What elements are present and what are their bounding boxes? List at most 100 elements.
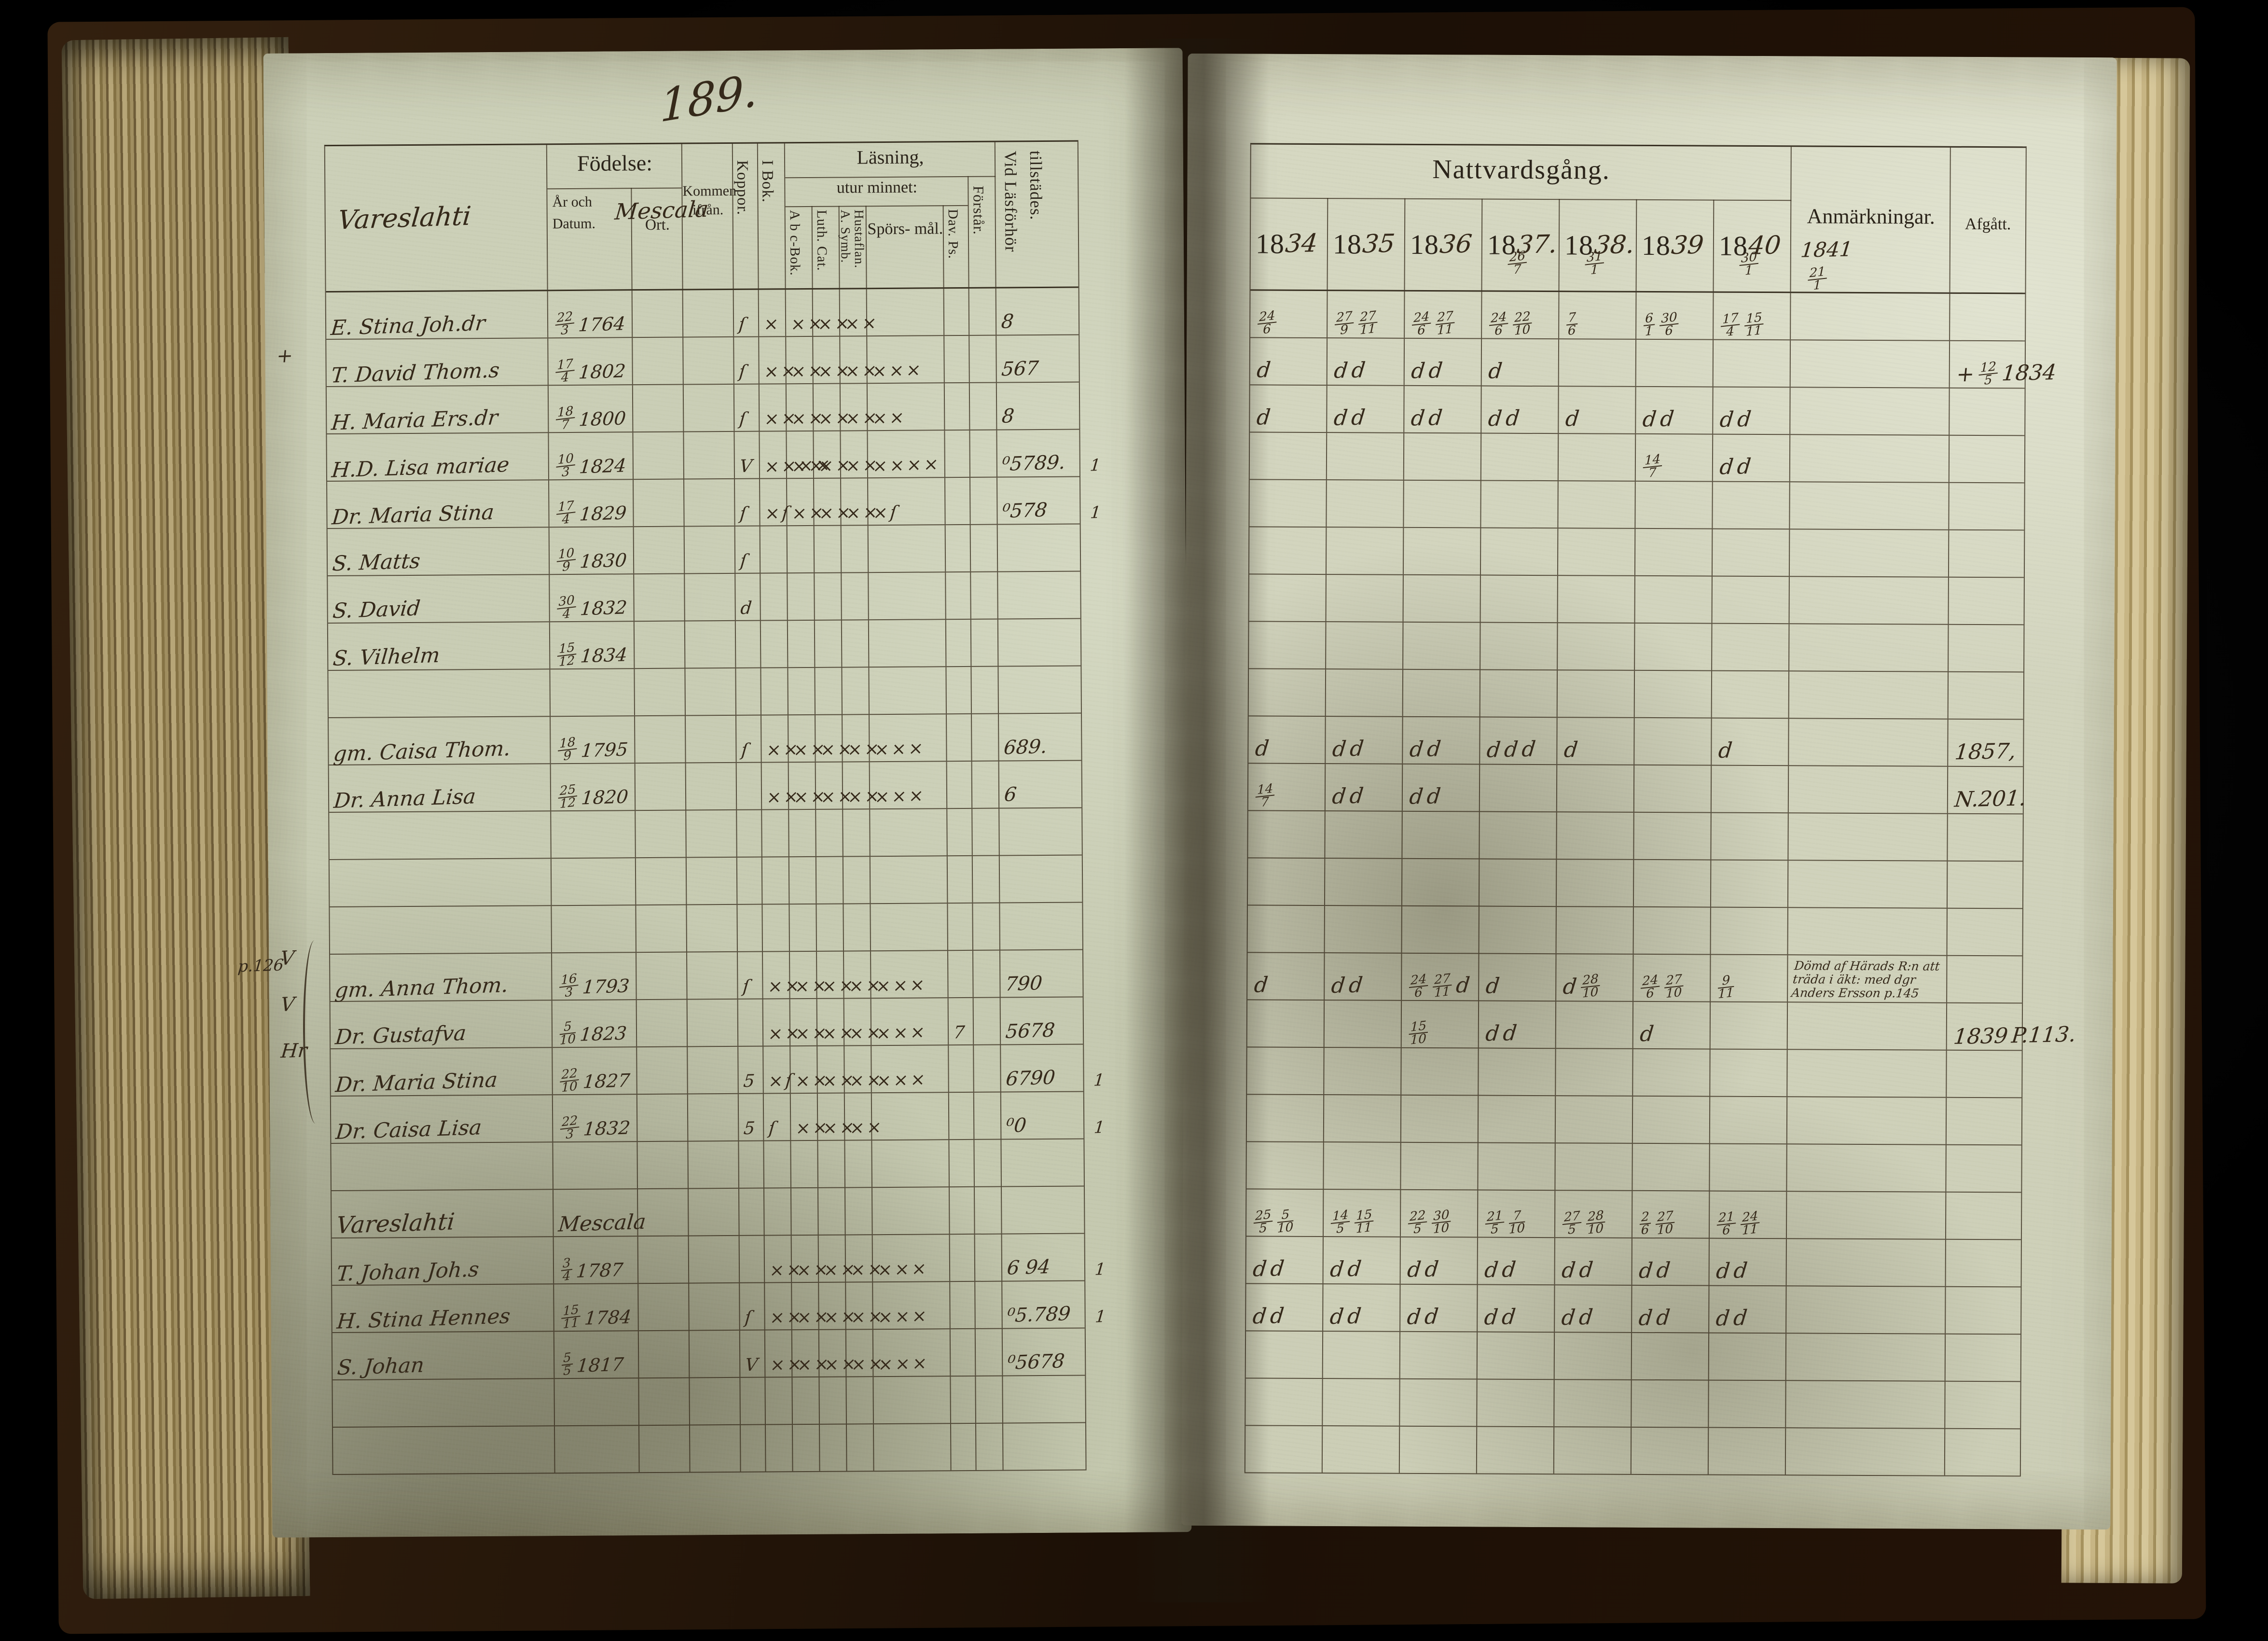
left-table-cell bbox=[843, 809, 871, 856]
left-table-cell bbox=[949, 1045, 974, 1092]
left-table-cell bbox=[976, 1423, 1004, 1470]
date-fraction: 18 9 bbox=[558, 735, 577, 764]
entry-token: d bbox=[1655, 1305, 1672, 1330]
communion-cell: 21 5 7 10 bbox=[1478, 1190, 1556, 1238]
left-table-cell bbox=[689, 1283, 740, 1330]
communion-entry: 21 6 24 11 bbox=[1713, 1209, 1763, 1238]
left-table-cell: 689. bbox=[999, 714, 1081, 761]
left-table-cell bbox=[762, 857, 790, 904]
left-table-cell: 8 bbox=[997, 383, 1079, 430]
left-table-cell: ×× bbox=[813, 289, 853, 336]
entry-token: d bbox=[1269, 1256, 1286, 1281]
left-table-cell bbox=[972, 714, 999, 761]
left-table-header: Födelse: År och Datum. Ort. Kommen ifrån… bbox=[325, 141, 1079, 293]
communion-entry: 24 6 27 11 d bbox=[1405, 971, 1473, 1000]
entry-token: d bbox=[1732, 1258, 1749, 1283]
date-fraction: 17 4 bbox=[1720, 310, 1740, 339]
date-fraction: 5 10 bbox=[559, 1019, 576, 1048]
entry-token: d bbox=[1501, 1257, 1517, 1282]
left-table-cell bbox=[998, 667, 1081, 713]
entry-token: d bbox=[1484, 973, 1501, 999]
entry-token: 1787 bbox=[575, 1259, 624, 1282]
communion-entry: dd bbox=[1331, 405, 1369, 431]
communion-cell bbox=[1479, 859, 1557, 906]
communion-entry: dd bbox=[1329, 784, 1367, 809]
left-table-cell bbox=[765, 1377, 793, 1424]
handwritten-year-note: 26 7 bbox=[1504, 249, 1530, 277]
left-table-cell: ×× bbox=[761, 763, 802, 809]
margin-tally: 1 bbox=[1094, 1259, 1106, 1279]
left-table-cell bbox=[975, 1329, 1003, 1376]
left-table-cell: ſ bbox=[763, 1094, 791, 1140]
communion-cell: 14 5 15 11 bbox=[1323, 1190, 1401, 1237]
left-table-cell: H. Stina Hennes bbox=[332, 1284, 554, 1334]
margin-tally: 1 bbox=[1094, 1307, 1107, 1327]
left-table-cell bbox=[867, 289, 945, 336]
village-name-handwritten: Vareslahti bbox=[336, 200, 472, 236]
remark-cell bbox=[1790, 388, 1950, 435]
communion-entry: dd bbox=[1713, 1306, 1751, 1331]
communion-cell bbox=[1558, 576, 1635, 623]
date-fraction: 21 6 bbox=[1716, 1209, 1736, 1238]
communion-entry: dd bbox=[1717, 407, 1755, 432]
entry-token: d bbox=[1503, 737, 1520, 763]
left-table-cell bbox=[762, 810, 789, 857]
attendance-number: 689. bbox=[1003, 735, 1048, 759]
communion-cell bbox=[1632, 1380, 1709, 1427]
left-table-cell bbox=[686, 857, 738, 904]
communion-entry: dd bbox=[1482, 1021, 1520, 1046]
left-table-row: H. Maria Ers.dr 18 7 1800 ſ ×× ×× ×× ×× ×× 8 bbox=[326, 382, 1079, 435]
entry-token: d bbox=[1718, 407, 1735, 432]
communion-cell: 27 9 27 11 bbox=[1328, 291, 1405, 338]
left-table-cell: Dr. Caisa Lisa bbox=[331, 1095, 553, 1144]
communion-cell: dd bbox=[1478, 1285, 1555, 1332]
reading-mark: ××× bbox=[875, 1070, 929, 1091]
left-table-cell: ××× bbox=[871, 998, 949, 1045]
left-table-cell: ×× bbox=[786, 289, 826, 336]
date-fraction: 16 3 bbox=[559, 971, 579, 1000]
date-fraction: 30 1 bbox=[1739, 250, 1759, 278]
left-table-cell: ×× bbox=[816, 715, 856, 762]
birth-date: 3 4 1787 bbox=[558, 1255, 626, 1284]
person-name: T. Johan Joh.s bbox=[335, 1257, 480, 1286]
left-table-cell bbox=[738, 999, 764, 1046]
left-table-cell bbox=[815, 620, 843, 667]
left-table-row bbox=[332, 1376, 1085, 1428]
communion-cell: 17 4 15 11 bbox=[1714, 292, 1791, 340]
left-table-cell bbox=[970, 430, 998, 477]
left-table-cell bbox=[947, 761, 973, 808]
left-table-cell: V bbox=[734, 431, 761, 478]
left-table-cell: ×× bbox=[844, 999, 884, 1045]
remark-cell bbox=[1790, 435, 1950, 482]
header-luth-cat: Luth. Cat. bbox=[814, 209, 830, 271]
birth-date: 25 12 1820 bbox=[555, 782, 632, 811]
reading-mark: ××× bbox=[875, 975, 928, 997]
left-table-cell: ××× bbox=[870, 714, 947, 762]
entry-token: 1857, bbox=[1953, 738, 2018, 765]
communion-cell bbox=[1478, 1143, 1556, 1190]
page-number: 189. bbox=[659, 64, 758, 133]
entry-token: d bbox=[1561, 1258, 1577, 1283]
left-table-cell bbox=[636, 1000, 688, 1047]
left-table-cell: ×ſ bbox=[868, 478, 946, 525]
grid-line bbox=[547, 187, 682, 190]
attendance-number: 8 bbox=[1000, 310, 1015, 333]
communion-cell: d bbox=[1712, 718, 1789, 765]
left-table-cell bbox=[998, 619, 1081, 666]
entry-token: 1834 bbox=[579, 644, 628, 667]
left-table-cell bbox=[815, 668, 843, 714]
entry-token: d bbox=[1736, 407, 1753, 432]
communion-cell bbox=[1479, 906, 1557, 954]
date-fraction: 21 5 bbox=[1485, 1208, 1505, 1237]
entry-token: 1820 bbox=[580, 786, 629, 809]
left-table-cell bbox=[686, 715, 737, 763]
year-header-cell: 18 36 bbox=[1405, 198, 1483, 291]
communion-cell: dd bbox=[1403, 717, 1480, 764]
departed-cell: N.201. bbox=[1948, 767, 2027, 814]
left-table-cell: 7 bbox=[948, 998, 974, 1045]
left-table-cell bbox=[974, 1092, 1002, 1139]
departed-text: +12 5 1834 bbox=[1953, 359, 2060, 388]
left-table-cell bbox=[975, 1234, 1003, 1281]
